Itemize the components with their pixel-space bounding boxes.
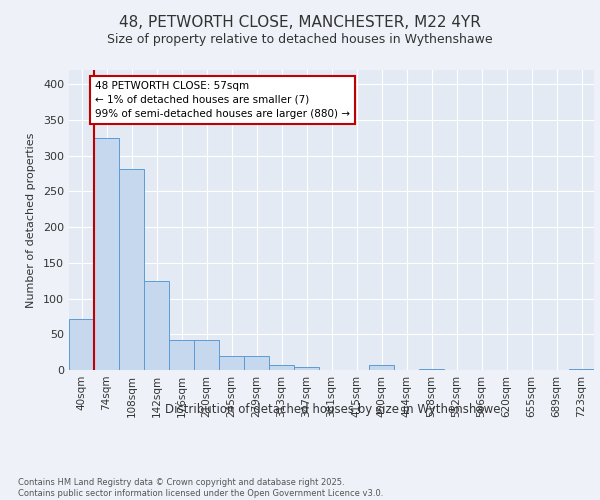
Bar xyxy=(294,367,319,370)
Bar xyxy=(419,368,444,370)
Text: Size of property relative to detached houses in Wythenshawe: Size of property relative to detached ho… xyxy=(107,32,493,46)
Bar xyxy=(244,356,269,370)
Bar xyxy=(219,356,244,370)
Bar xyxy=(69,318,94,370)
Bar xyxy=(119,168,144,370)
Text: Distribution of detached houses by size in Wythenshawe: Distribution of detached houses by size … xyxy=(165,402,501,415)
Text: 48, PETWORTH CLOSE, MANCHESTER, M22 4YR: 48, PETWORTH CLOSE, MANCHESTER, M22 4YR xyxy=(119,15,481,30)
Bar xyxy=(269,365,294,370)
Bar xyxy=(144,280,169,370)
Text: Contains HM Land Registry data © Crown copyright and database right 2025.
Contai: Contains HM Land Registry data © Crown c… xyxy=(18,478,383,498)
Bar xyxy=(369,365,394,370)
Bar xyxy=(194,340,219,370)
Bar xyxy=(569,368,594,370)
Y-axis label: Number of detached properties: Number of detached properties xyxy=(26,132,36,308)
Bar xyxy=(94,138,119,370)
Text: 48 PETWORTH CLOSE: 57sqm
← 1% of detached houses are smaller (7)
99% of semi-det: 48 PETWORTH CLOSE: 57sqm ← 1% of detache… xyxy=(95,80,350,118)
Bar xyxy=(169,340,194,370)
